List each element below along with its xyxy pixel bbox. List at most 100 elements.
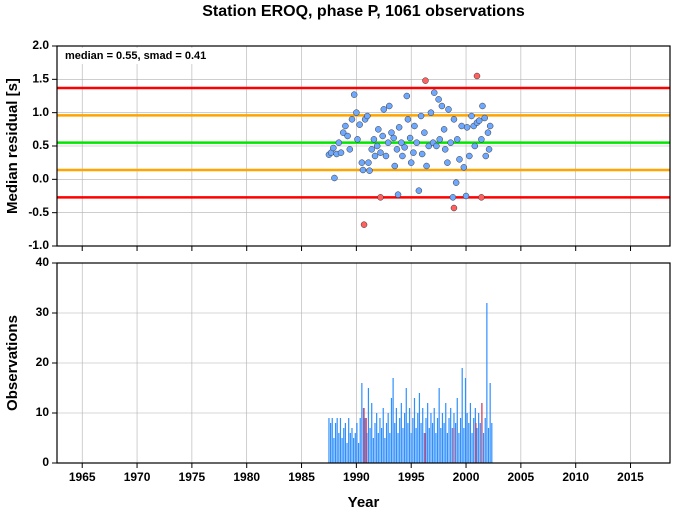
bar <box>448 418 450 463</box>
bar <box>344 423 347 463</box>
point <box>473 72 481 80</box>
bar <box>443 423 445 463</box>
bar <box>484 418 486 463</box>
bar <box>328 418 330 463</box>
bar <box>473 418 475 463</box>
bar <box>461 368 463 463</box>
bar <box>390 398 393 463</box>
annotation-box <box>59 48 229 64</box>
bar <box>365 418 367 463</box>
point <box>452 179 460 186</box>
point <box>482 152 490 160</box>
bar <box>336 418 338 463</box>
bar <box>331 418 333 463</box>
bar <box>471 433 473 463</box>
y-tick-label: 0.5 <box>32 138 49 152</box>
point <box>407 159 415 166</box>
bar <box>385 423 388 463</box>
point <box>449 194 457 201</box>
point <box>399 152 406 160</box>
bar <box>399 418 401 463</box>
point <box>401 144 408 151</box>
bar <box>339 418 342 463</box>
point <box>337 149 345 156</box>
bar <box>333 438 335 463</box>
point <box>366 167 373 174</box>
bar <box>389 433 391 463</box>
point <box>484 129 492 136</box>
point <box>471 142 479 150</box>
bar <box>341 438 343 463</box>
x-tick-label: 2010 <box>562 470 589 484</box>
point <box>384 139 392 146</box>
point <box>358 159 366 166</box>
bar <box>359 418 361 463</box>
point <box>375 126 382 133</box>
point <box>391 162 399 170</box>
plot-frame <box>56 262 671 464</box>
point <box>339 129 347 136</box>
point <box>411 122 418 130</box>
bar <box>440 428 442 463</box>
point <box>415 187 423 194</box>
y-axis-label: Median residual [s] <box>4 78 21 214</box>
point <box>427 109 435 116</box>
bar <box>379 418 381 463</box>
point <box>417 112 425 120</box>
bar <box>478 413 480 463</box>
bar <box>382 408 384 463</box>
bar <box>424 433 427 463</box>
bar <box>438 388 440 463</box>
x-tick-label: 1990 <box>343 470 370 484</box>
point <box>410 149 417 156</box>
y-tick-label: 40 <box>36 255 50 269</box>
bar <box>459 418 462 463</box>
point <box>485 146 493 153</box>
y-axis-label: Observations <box>4 315 21 411</box>
bar <box>330 423 332 463</box>
bar <box>481 403 483 463</box>
x-tick-label: 1970 <box>124 470 151 484</box>
y-tick-label: 1.5 <box>32 72 49 86</box>
point <box>353 109 360 116</box>
x-tick-label: 1980 <box>233 470 260 484</box>
bar <box>453 428 455 463</box>
point <box>398 139 405 146</box>
bar <box>430 413 432 463</box>
point <box>444 159 451 166</box>
point <box>466 152 473 160</box>
point <box>422 77 429 84</box>
bar <box>423 433 425 463</box>
chart-title: Station EROQ, phase P, 1061 observations <box>202 3 525 20</box>
point <box>380 106 388 113</box>
point <box>445 106 452 113</box>
bar <box>482 433 485 463</box>
x-axis-label: Year <box>348 494 380 511</box>
point <box>344 132 351 140</box>
bar <box>436 418 439 463</box>
x-tick-label: 1995 <box>398 470 425 484</box>
point <box>435 96 442 103</box>
bar <box>428 428 430 463</box>
bar <box>356 423 358 463</box>
y-tick-label: 0.0 <box>32 172 49 186</box>
point <box>413 139 420 146</box>
bar <box>346 443 348 463</box>
bar <box>367 388 370 463</box>
point <box>382 152 390 160</box>
point <box>331 174 338 182</box>
point <box>468 112 475 120</box>
point <box>404 116 412 123</box>
bar <box>353 438 355 463</box>
bar <box>349 433 351 463</box>
bar <box>412 418 414 463</box>
bar <box>354 433 356 463</box>
plot-frame <box>56 45 671 247</box>
bar <box>369 428 371 463</box>
point <box>342 122 349 130</box>
point <box>377 149 384 156</box>
x-tick-label: 1965 <box>69 470 96 484</box>
bar <box>402 428 404 463</box>
bar <box>468 423 470 463</box>
